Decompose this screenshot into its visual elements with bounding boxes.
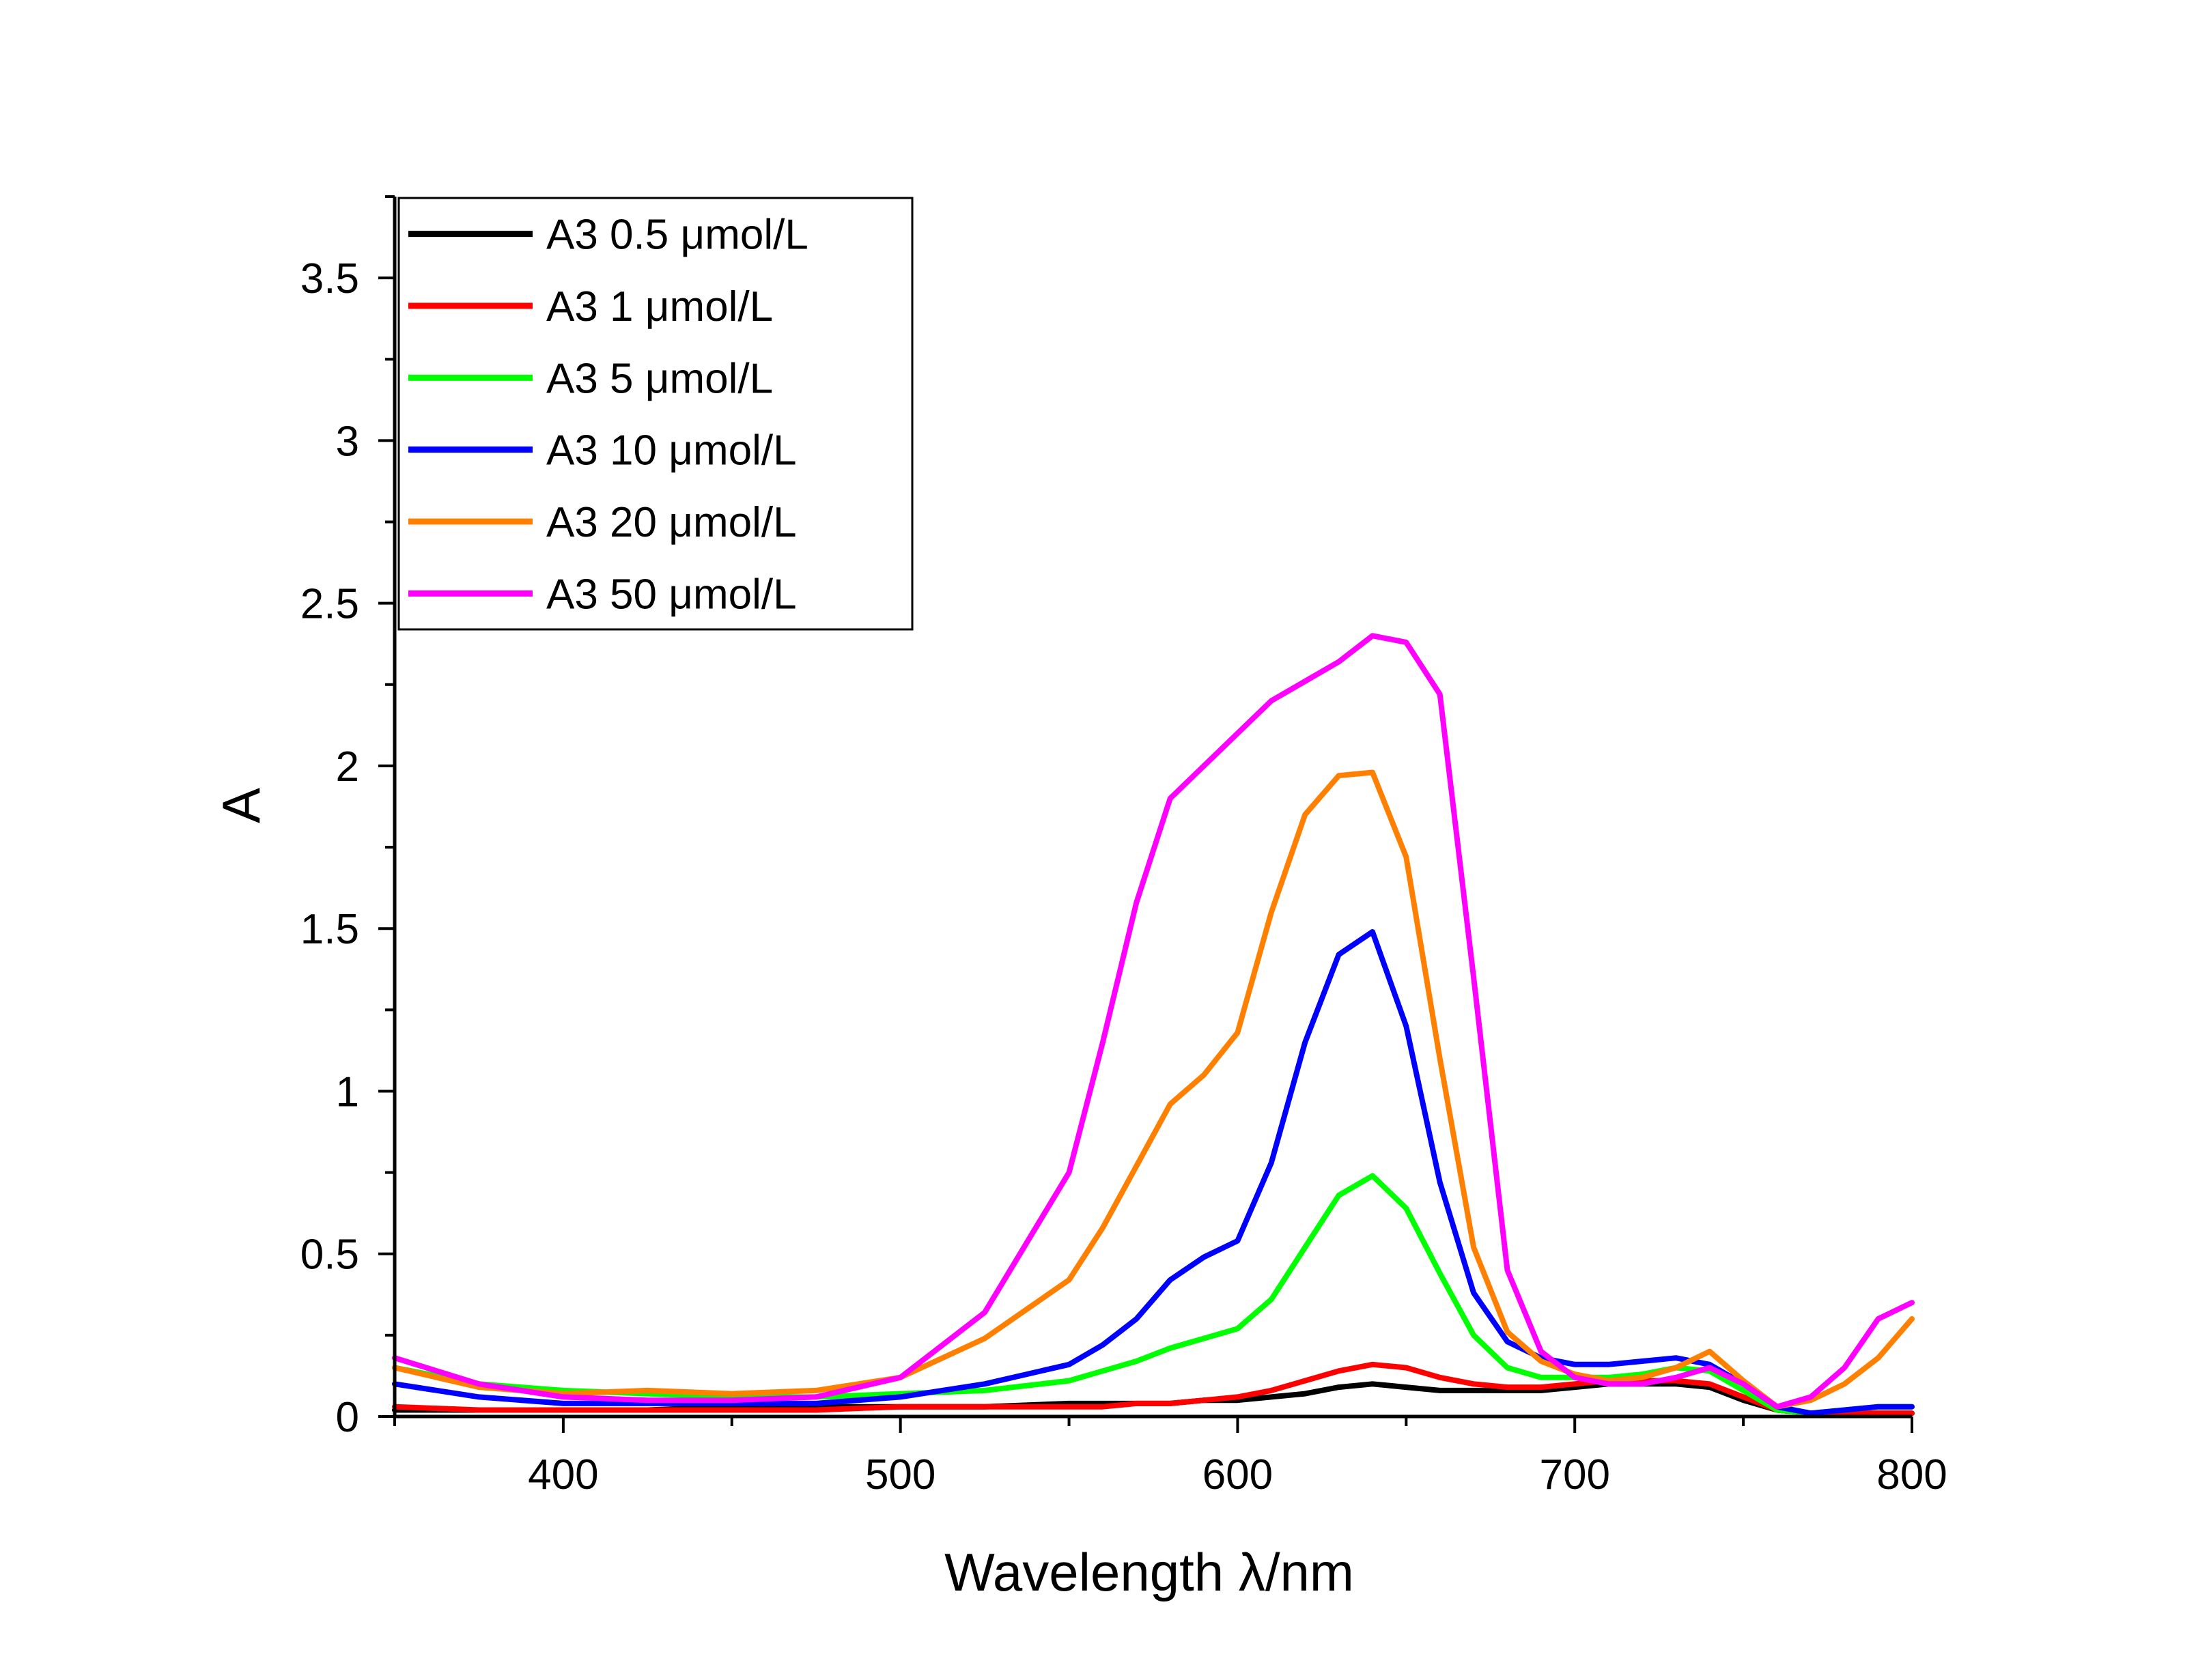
legend-entry-label: A3 1 μmol/L xyxy=(546,283,773,330)
y-tick-label: 2 xyxy=(336,743,359,791)
y-tick-label: 2.5 xyxy=(300,581,359,628)
axes xyxy=(393,197,1912,1419)
x-tick-label: 800 xyxy=(1876,1451,1947,1498)
series-line-5 xyxy=(392,769,1915,1410)
x-tick-label: 400 xyxy=(528,1451,598,1498)
y-tick-label: 1.5 xyxy=(300,906,359,953)
series-lines xyxy=(392,633,1915,1416)
series-line-3 xyxy=(392,1173,1915,1416)
y-tick-label: 1 xyxy=(336,1068,359,1115)
series-line-6 xyxy=(392,633,1915,1410)
x-tick-label: 700 xyxy=(1539,1451,1609,1498)
legend: A3 0.5 μmol/L A3 1 μmol/L A3 5 μmol/L A3 10… xyxy=(397,197,914,631)
y-tick-label: 0 xyxy=(336,1394,359,1441)
legend-entry-label: A3 5 μmol/L xyxy=(546,355,773,402)
legend-entry-label: A3 50 μmol/L xyxy=(546,571,797,618)
series-line-2 xyxy=(392,1361,1915,1416)
legend-entry-label: A3 20 μmol/L xyxy=(546,499,797,546)
x-tick-label: 500 xyxy=(865,1451,935,1498)
y-tick-label: 3 xyxy=(336,418,359,465)
x-tick-label: 600 xyxy=(1202,1451,1273,1498)
y-ticks: 0 0.5 1 1.5 2 2.5 3 3.5 xyxy=(300,195,395,1441)
y-axis-label: A xyxy=(211,788,271,823)
x-axis-label: Wavelength λ/nm xyxy=(944,1542,1354,1602)
x-ticks: 400 500 600 700 800 xyxy=(393,1416,1947,1498)
legend-box xyxy=(397,197,914,631)
legend-entry-label: A3 0.5 μmol/L xyxy=(546,212,808,259)
y-tick-label: 3.5 xyxy=(300,255,359,302)
legend-entry-label: A3 10 μmol/L xyxy=(546,427,797,474)
y-tick-label: 0.5 xyxy=(300,1231,359,1279)
